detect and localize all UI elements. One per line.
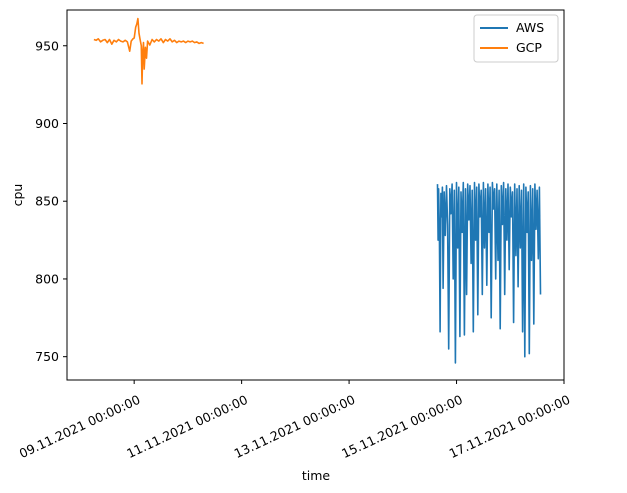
y-axis: 750 800 850 900 950 <box>35 38 67 364</box>
y-tick-label: 900 <box>35 116 59 131</box>
legend-label-aws: AWS <box>516 20 544 35</box>
y-tick-label: 850 <box>35 194 59 209</box>
y-tick-label: 950 <box>35 38 59 53</box>
plot-frame <box>66 9 565 381</box>
series-line-gcp <box>93 17 204 85</box>
legend-label-gcp: GCP <box>516 40 542 55</box>
legend: AWS GCP <box>473 14 559 63</box>
y-tick-label: 800 <box>35 271 59 286</box>
series-layer <box>93 17 542 364</box>
legend-box <box>473 14 559 63</box>
series-line-aws <box>436 181 542 364</box>
y-axis-label: cpu <box>10 184 25 207</box>
x-axis-label: time <box>302 468 331 483</box>
y-tick-label: 750 <box>35 349 59 364</box>
